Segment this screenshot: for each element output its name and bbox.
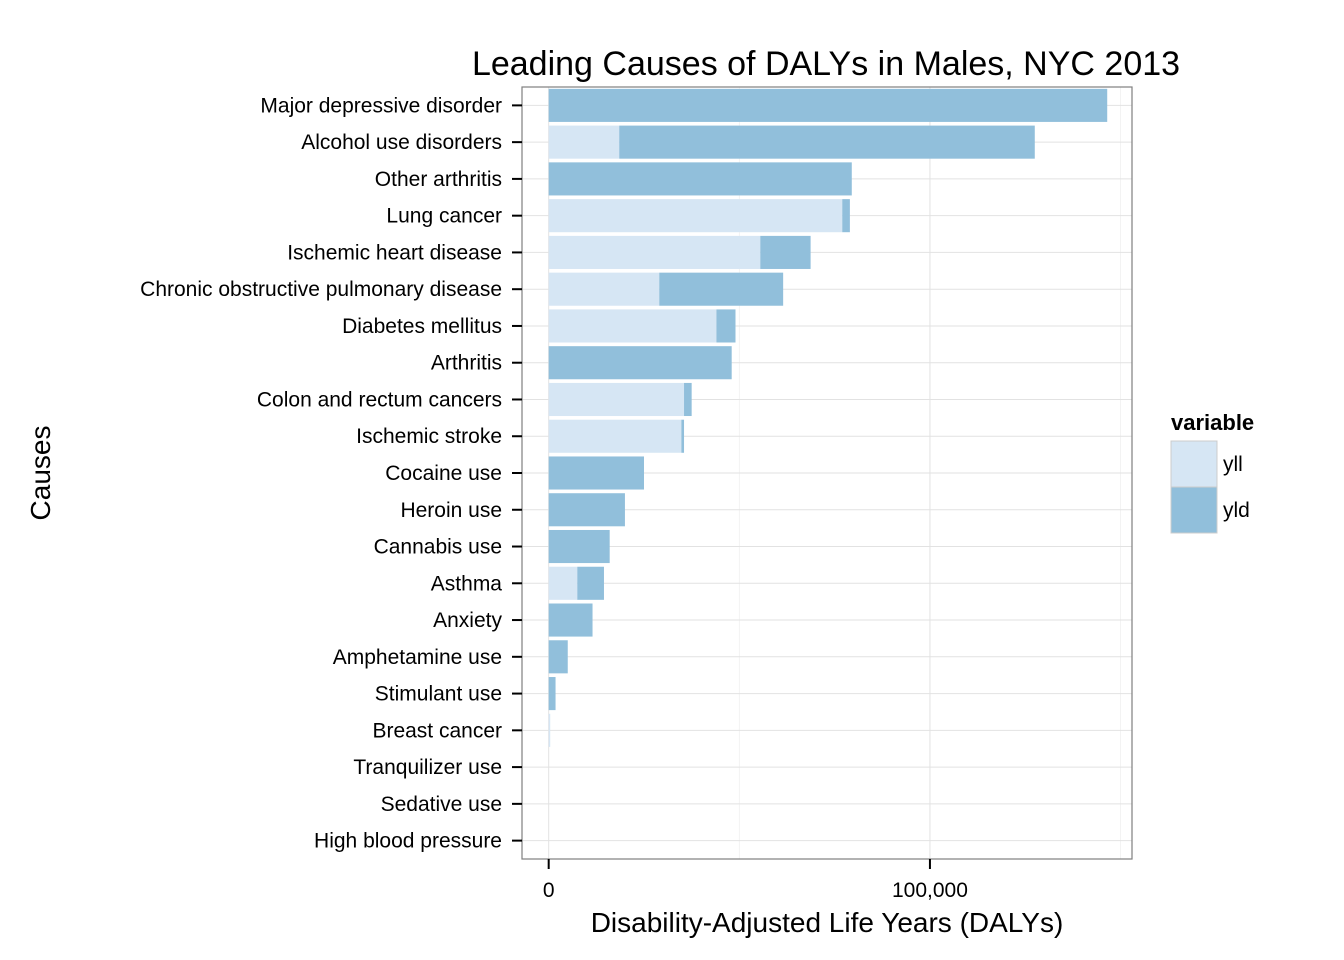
legend-title: variable bbox=[1171, 410, 1254, 435]
bar-yld bbox=[760, 235, 811, 269]
bar-yld bbox=[548, 456, 644, 490]
x-axis: 0 100,000 bbox=[543, 859, 968, 902]
y-tick-label: Stimulant use bbox=[375, 683, 502, 706]
bar-yll bbox=[548, 309, 717, 343]
y-tick-label: Lung cancer bbox=[386, 205, 502, 228]
chart-title: Leading Causes of DALYs in Males, NYC 20… bbox=[472, 45, 1180, 83]
y-tick-label: Tranquilizer use bbox=[353, 756, 502, 779]
y-tick-label: Colon and rectum cancers bbox=[257, 388, 502, 411]
bar-yll bbox=[548, 382, 685, 417]
legend-key-yld bbox=[1170, 486, 1218, 534]
bars-layer bbox=[548, 88, 1108, 747]
y-tick-label: Major depressive disorder bbox=[260, 94, 502, 117]
y-tick-label: Chronic obstructive pulmonary disease bbox=[140, 278, 502, 301]
y-tick-label: Cocaine use bbox=[385, 462, 502, 485]
x-tick-label: 0 bbox=[543, 879, 555, 902]
y-tick-label: Breast cancer bbox=[372, 719, 502, 742]
bar-yld bbox=[716, 309, 736, 343]
bar-yll bbox=[548, 713, 551, 747]
bar-yld bbox=[684, 382, 692, 417]
bar-yld bbox=[548, 529, 610, 564]
bar-yld bbox=[548, 603, 593, 637]
bar-yld bbox=[548, 640, 568, 674]
y-tick-label: Heroin use bbox=[400, 499, 502, 522]
bar-yll bbox=[548, 125, 620, 159]
legend-label-yll: yll bbox=[1223, 453, 1243, 476]
bar-yld bbox=[842, 199, 850, 233]
y-axis-title: Causes bbox=[25, 426, 56, 521]
bar-yld bbox=[548, 346, 732, 380]
bar-yld bbox=[548, 88, 1108, 122]
y-tick-label: High blood pressure bbox=[314, 830, 502, 853]
bar-yll bbox=[548, 419, 682, 453]
bar-yll bbox=[548, 566, 578, 600]
bar-yll bbox=[548, 272, 660, 306]
bar-yld bbox=[659, 272, 784, 306]
legend-items: yll yld bbox=[1170, 440, 1250, 534]
bar-yll bbox=[548, 199, 843, 233]
bar-yld bbox=[548, 162, 852, 196]
y-tick-label: Asthma bbox=[431, 572, 503, 595]
y-tick-label: Diabetes mellitus bbox=[342, 315, 502, 338]
y-tick-label: Anxiety bbox=[433, 609, 502, 632]
bar-yll bbox=[548, 235, 761, 269]
y-tick-label: Arthritis bbox=[431, 352, 502, 375]
bar-yld bbox=[619, 125, 1035, 159]
bar-yld bbox=[548, 677, 556, 711]
bar-yld bbox=[548, 493, 625, 527]
y-tick-label: Sedative use bbox=[381, 793, 502, 816]
y-tick-label: Ischemic stroke bbox=[356, 425, 502, 448]
bar-yld bbox=[577, 566, 604, 600]
legend: variable yll yld bbox=[1170, 410, 1254, 534]
y-tick-label: Ischemic heart disease bbox=[287, 241, 502, 264]
legend-key-yll bbox=[1170, 440, 1218, 488]
y-tick-label: Amphetamine use bbox=[333, 646, 502, 669]
y-axis: Major depressive disorder Alcohol use dis… bbox=[140, 94, 522, 853]
x-tick-label: 100,000 bbox=[892, 879, 968, 902]
y-tick-label: Other arthritis bbox=[375, 168, 502, 191]
x-axis-title: Disability-Adjusted Life Years (DALYs) bbox=[591, 907, 1064, 938]
bar-yld bbox=[681, 419, 685, 453]
y-tick-label: Cannabis use bbox=[374, 536, 502, 559]
legend-label-yld: yld bbox=[1223, 499, 1250, 522]
y-tick-label: Alcohol use disorders bbox=[301, 131, 502, 154]
